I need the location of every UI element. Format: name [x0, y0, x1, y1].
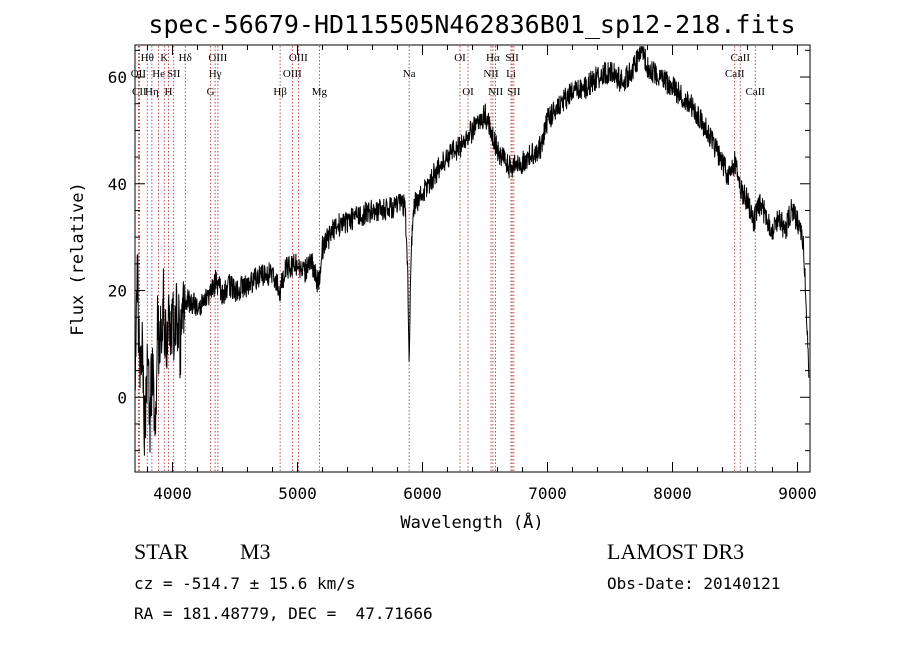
spectral-line-label: He [152, 68, 165, 80]
spectral-line-label: Hγ [209, 68, 222, 80]
spectral-line-label: NII [483, 68, 499, 80]
spectral-line-label: OIII [208, 52, 227, 64]
spectral-line-label: OI [462, 86, 474, 98]
object-class: STAR [134, 539, 189, 564]
chart-title: spec-56679-HD115505N462836B01_sp12-218.f… [148, 10, 795, 39]
y-axis-label: Flux (relative) [68, 182, 88, 336]
redshift-cz: cz = -514.7 ± 15.6 km/s [134, 574, 356, 593]
spectral-line-label: CaII [730, 52, 750, 64]
y-tick-label: 20 [108, 282, 127, 301]
x-tick-label: 4000 [153, 484, 192, 503]
spectral-line-label: OII [131, 68, 147, 80]
x-tick-label: 7000 [528, 484, 567, 503]
survey-name: LAMOST DR3 [607, 539, 745, 564]
spectral-line-label: Na [403, 68, 416, 80]
spectral-line-label: SII [507, 86, 521, 98]
x-tick-label: 6000 [403, 484, 442, 503]
spectral-line-label: Hδ [179, 52, 192, 64]
x-tick-label: 5000 [278, 484, 317, 503]
x-axis-label: Wavelength (Å) [400, 511, 543, 533]
spectral-line-label: CaII [745, 86, 765, 98]
spectral-lines-layer: Hθ OII CII He Hη K SII H Hδ OIII Hγ G OIII OIII Hβ Mg Na… [131, 46, 765, 471]
spectral-line-label: Li [506, 68, 516, 80]
y-tick-label: 40 [108, 175, 127, 194]
spectral-line-label: Hα [486, 52, 500, 64]
spectral-line-label: NII [488, 86, 504, 98]
spectral-line-label: Hβ [273, 86, 287, 98]
spectral-line-label: OIII [289, 52, 308, 64]
y-tick-label: 60 [108, 68, 127, 87]
spectral-line-label: SII [167, 68, 181, 80]
observation-date: Obs-Date: 20140121 [607, 574, 781, 593]
x-tick-label: 8000 [653, 484, 692, 503]
spectral-line-label: CII [132, 86, 147, 98]
spectral-line-label: Hθ [141, 52, 154, 64]
spectral-line-label: G [207, 86, 215, 98]
spectrum-line [134, 46, 810, 456]
spectral-line-label: OI [454, 52, 466, 64]
y-tick-label: 0 [117, 388, 127, 407]
spectrum-layer [134, 46, 810, 456]
spectral-line-label: K [160, 52, 168, 64]
spectral-line-label: Hη [145, 86, 159, 98]
spectral-line-label: SII [505, 52, 519, 64]
coordinates: RA = 181.48779, DEC = 47.71666 [134, 604, 433, 623]
object-subclass: M3 [240, 539, 271, 564]
spectral-line-label: H [165, 86, 173, 98]
spectral-line-label: Mg [312, 86, 328, 98]
x-tick-label: 9000 [778, 484, 817, 503]
axis-ticks: 4000 5000 6000 7000 8000 9000 0 20 40 60 [108, 45, 817, 503]
plot-frame [134, 44, 811, 473]
spectral-line-label: OIII [283, 68, 302, 80]
spectral-line-label: CaII [725, 68, 745, 80]
